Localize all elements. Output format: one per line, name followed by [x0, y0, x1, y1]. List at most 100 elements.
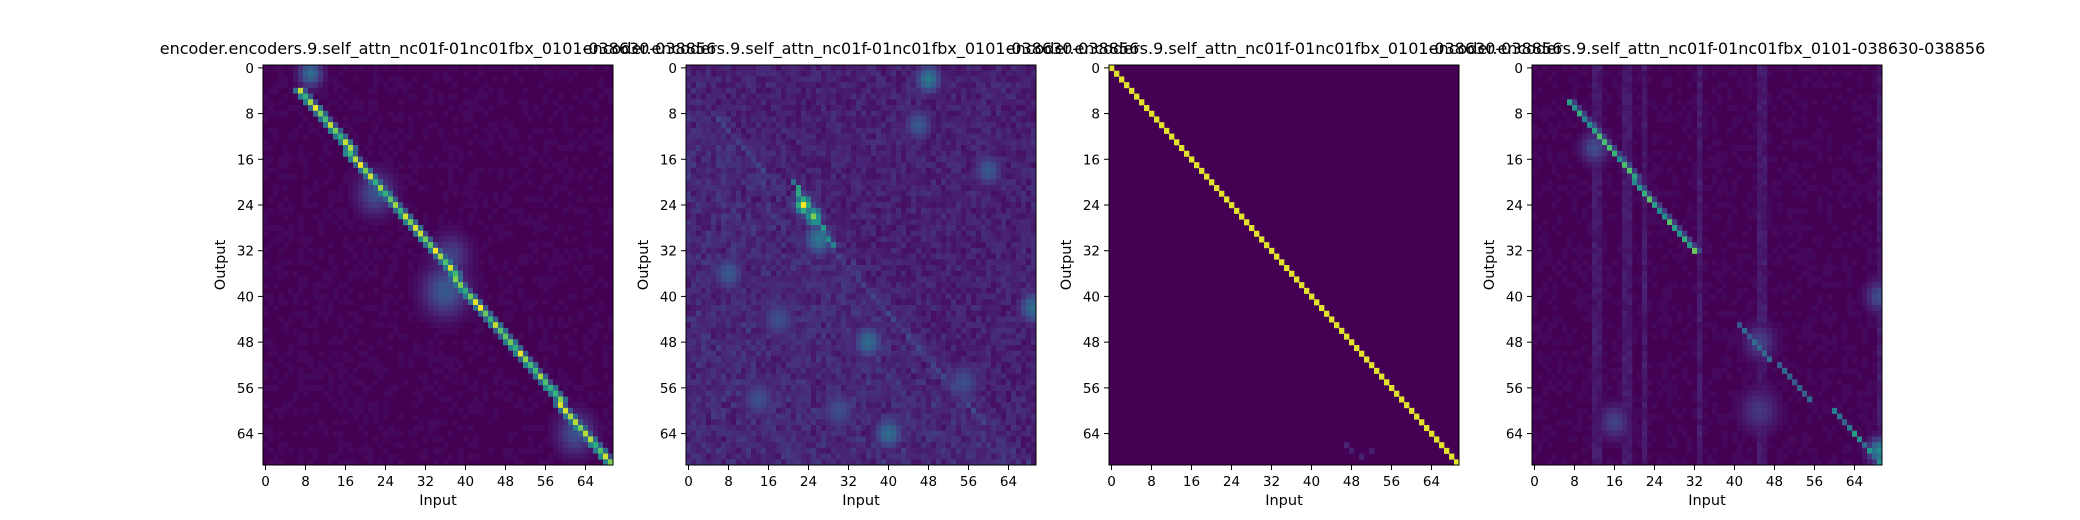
- heatmap-cell: [751, 173, 757, 180]
- heatmap-cell: [1006, 190, 1012, 197]
- heatmap-cell: [996, 293, 1002, 300]
- heatmap-cell: [991, 270, 997, 277]
- heatmap-cell: [741, 242, 747, 249]
- heatmap-cell: [393, 116, 399, 123]
- heatmap-cell: [716, 259, 722, 266]
- heatmap-cell: [946, 282, 952, 289]
- heatmap-cell: [483, 110, 489, 117]
- heatmap-cell: [951, 236, 957, 243]
- heatmap-cell: [1016, 110, 1022, 117]
- heatmap-cell: [448, 396, 454, 403]
- heatmap-cell: [786, 305, 792, 312]
- heatmap-cell: [588, 270, 594, 277]
- heatmap-cell: [701, 110, 707, 117]
- heatmap-cell: [856, 219, 862, 226]
- heatmap-cell: [991, 122, 997, 129]
- heatmap-cell: [423, 276, 429, 283]
- heatmap-cell: [841, 270, 847, 277]
- heatmap-cell: [1006, 167, 1012, 174]
- heatmap-cell: [278, 247, 284, 254]
- heatmap-cell: [851, 139, 857, 146]
- heatmap-cell: [726, 122, 732, 129]
- heatmap-cell: [498, 93, 504, 100]
- heatmap-cell: [368, 459, 374, 466]
- heatmap-cell: [946, 219, 952, 226]
- heatmap-cell: [891, 213, 897, 220]
- heatmap-cell: [801, 156, 807, 163]
- heatmap-cell: [826, 265, 832, 272]
- heatmap-cell: [726, 207, 732, 214]
- heatmap-cell: [971, 225, 977, 232]
- heatmap-cell: [956, 276, 962, 283]
- heatmap-cell: [548, 390, 554, 397]
- heatmap-cell: [403, 230, 409, 237]
- heatmap-cell: [796, 242, 802, 249]
- heatmap-cell: [971, 99, 977, 106]
- heatmap-cell: [338, 447, 344, 454]
- heatmap-cell: [383, 162, 389, 169]
- heatmap-cell: [528, 196, 534, 203]
- heatmap-cell: [861, 150, 867, 157]
- heatmap-cell: [991, 133, 997, 140]
- heatmap-cell: [428, 310, 434, 317]
- heatmap-cell: [696, 213, 702, 220]
- heatmap-cell: [528, 219, 534, 226]
- heatmap-cell: [543, 93, 549, 100]
- heatmap-cell: [861, 185, 867, 192]
- heatmap-cell: [766, 305, 772, 312]
- heatmap-cell: [921, 219, 927, 226]
- heatmap-cell: [563, 236, 569, 243]
- heatmap-cell: [846, 150, 852, 157]
- heatmap-cell: [971, 87, 977, 94]
- heatmap-cell: [473, 202, 479, 209]
- heatmap-cell: [593, 282, 599, 289]
- heatmap-cell: [761, 127, 767, 134]
- heatmap-cell: [821, 70, 827, 77]
- heatmap-cell: [891, 167, 897, 174]
- heatmap-cell: [921, 173, 927, 180]
- heatmap-cell: [343, 293, 349, 300]
- heatmap-cell: [881, 282, 887, 289]
- heatmap-cell: [941, 105, 947, 112]
- heatmap-cell: [756, 150, 762, 157]
- heatmap-cell: [408, 265, 414, 272]
- heatmap-cell: [926, 150, 932, 157]
- heatmap-cell: [986, 202, 992, 209]
- heatmap-cell: [508, 207, 514, 214]
- heatmap-cell: [701, 219, 707, 226]
- heatmap-cell: [508, 430, 514, 437]
- heatmap-cell: [1026, 219, 1032, 226]
- heatmap-cell: [781, 299, 787, 306]
- heatmap-cell: [876, 305, 882, 312]
- heatmap-cell: [831, 253, 837, 260]
- heatmap-cell: [583, 87, 589, 94]
- heatmap-cell: [603, 196, 609, 203]
- heatmap-cell: [463, 87, 469, 94]
- heatmap-cell: [603, 396, 609, 403]
- heatmap-cell: [721, 122, 727, 129]
- heatmap-cell: [781, 287, 787, 294]
- heatmap-cell: [458, 293, 464, 300]
- heatmap-cell: [686, 287, 692, 294]
- heatmap-cell: [328, 116, 334, 123]
- heatmap-cell: [343, 145, 349, 152]
- heatmap-cell: [538, 339, 544, 346]
- heatmap-cell: [901, 110, 907, 117]
- heatmap-cell: [413, 282, 419, 289]
- heatmap-cell: [826, 293, 832, 300]
- heatmap-cell: [711, 213, 717, 220]
- heatmap-cell: [388, 145, 394, 152]
- heatmap-cell: [786, 70, 792, 77]
- heatmap-cell: [936, 225, 942, 232]
- heatmap-cell: [771, 167, 777, 174]
- heatmap-cell: [741, 173, 747, 180]
- heatmap-cell: [363, 162, 369, 169]
- heatmap-cell: [826, 167, 832, 174]
- heatmap-cell: [906, 116, 912, 123]
- heatmap-cell: [796, 150, 802, 157]
- heatmap-cell: [503, 265, 509, 272]
- heatmap-cell: [966, 202, 972, 209]
- heatmap-cell: [428, 293, 434, 300]
- heatmap-cell: [368, 173, 374, 180]
- heatmap-cell: [1001, 236, 1007, 243]
